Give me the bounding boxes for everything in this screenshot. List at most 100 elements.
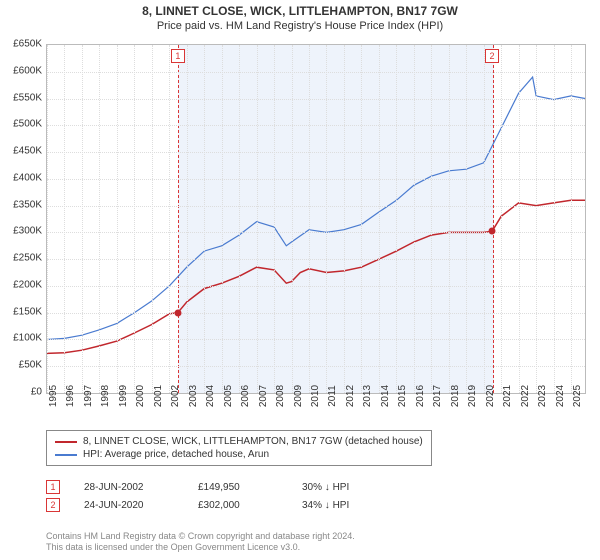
event-delta: 30% ↓ HPI [302,482,349,493]
series-line-hpi [47,77,585,339]
plot-area: 12 [46,44,586,394]
legend-item: HPI: Average price, detached house, Arun [55,448,423,461]
data-point [489,228,496,235]
xtick-label: 2011 [325,385,338,407]
xtick-label: 2002 [168,385,181,407]
ytick-label: £650K [2,39,42,50]
gridline-v [64,45,65,393]
ytick-label: £50K [2,360,42,371]
event-date: 24-JUN-2020 [84,500,174,511]
xtick-label: 2001 [151,385,164,407]
legend-swatch [55,441,77,443]
event-delta: 34% ↓ HPI [302,500,349,511]
chart-title: 8, LINNET CLOSE, WICK, LITTLEHAMPTON, BN… [0,4,600,18]
gridline-h [47,259,585,260]
xtick-label: 2008 [273,385,286,407]
xtick-label: 2013 [360,385,373,407]
footer-line: This data is licensed under the Open Gov… [46,542,355,554]
event-price: £302,000 [198,500,278,511]
xtick-label: 2016 [413,385,426,407]
titles: 8, LINNET CLOSE, WICK, LITTLEHAMPTON, BN… [0,0,600,32]
xtick-label: 2018 [448,385,461,407]
xtick-label: 2003 [186,385,199,407]
gridline-v [257,45,258,393]
xtick-label: 2010 [308,385,321,407]
xtick-label: 2019 [465,385,478,407]
event-row: 1 28-JUN-2002 £149,950 30% ↓ HPI [46,478,349,496]
gridline-v [571,45,572,393]
xtick-label: 1998 [98,385,111,407]
legend-label: 8, LINNET CLOSE, WICK, LITTLEHAMPTON, BN… [83,436,423,447]
legend-label: HPI: Average price, detached house, Arun [83,449,269,460]
gridline-v [117,45,118,393]
xtick-label: 2006 [238,385,251,407]
ytick-label: £150K [2,306,42,317]
gridline-v [309,45,310,393]
xtick-label: 2005 [221,385,234,407]
gridline-v [344,45,345,393]
xtick-label: 2014 [378,385,391,407]
ytick-label: £250K [2,253,42,264]
xtick-label: 2009 [291,385,304,407]
gridline-h [47,366,585,367]
footer: Contains HM Land Registry data © Crown c… [46,531,355,554]
events-table: 1 28-JUN-2002 £149,950 30% ↓ HPI 2 24-JU… [46,478,349,514]
gridline-h [47,72,585,73]
event-row: 2 24-JUN-2020 £302,000 34% ↓ HPI [46,496,349,514]
xtick-label: 2004 [203,385,216,407]
gridline-v [99,45,100,393]
gridline-h [47,99,585,100]
xtick-label: 2024 [553,385,566,407]
xtick-label: 2020 [483,385,496,407]
ytick-label: £350K [2,199,42,210]
gridline-v [204,45,205,393]
gridline-v [414,45,415,393]
ytick-label: £500K [2,119,42,130]
ytick-label: £400K [2,172,42,183]
gridline-v [222,45,223,393]
xtick-label: 2000 [133,385,146,407]
gridline-h [47,179,585,180]
gridline-v [449,45,450,393]
event-id-box: 2 [46,498,60,512]
gridline-v [484,45,485,393]
gridline-v [134,45,135,393]
xtick-label: 2007 [256,385,269,407]
gridline-v [431,45,432,393]
gridline-v [274,45,275,393]
ytick-label: £200K [2,279,42,290]
series-line-price_paid [47,200,585,353]
ytick-label: £300K [2,226,42,237]
legend: 8, LINNET CLOSE, WICK, LITTLEHAMPTON, BN… [46,430,432,466]
gridline-h [47,286,585,287]
gridline-h [47,206,585,207]
chart-subtitle: Price paid vs. HM Land Registry's House … [0,18,600,32]
gridline-h [47,313,585,314]
line-svg [47,45,585,393]
gridline-v [239,45,240,393]
gridline-h [47,125,585,126]
gridline-h [47,339,585,340]
xtick-label: 1996 [63,385,76,407]
ytick-label: £0 [2,387,42,398]
event-marker: 1 [171,49,185,63]
event-date: 28-JUN-2002 [84,482,174,493]
chart-container: 8, LINNET CLOSE, WICK, LITTLEHAMPTON, BN… [0,0,600,560]
data-point [174,309,181,316]
gridline-v [169,45,170,393]
footer-line: Contains HM Land Registry data © Crown c… [46,531,355,543]
ytick-label: £600K [2,65,42,76]
ytick-label: £100K [2,333,42,344]
gridline-v [361,45,362,393]
gridline-v [536,45,537,393]
xtick-label: 2021 [500,385,513,407]
gridline-v [292,45,293,393]
xtick-label: 1995 [46,385,59,407]
ytick-label: £550K [2,92,42,103]
gridline-v [466,45,467,393]
ytick-label: £450K [2,146,42,157]
gridline-v [82,45,83,393]
xtick-label: 2017 [430,385,443,407]
gridline-v [187,45,188,393]
legend-swatch [55,454,77,456]
